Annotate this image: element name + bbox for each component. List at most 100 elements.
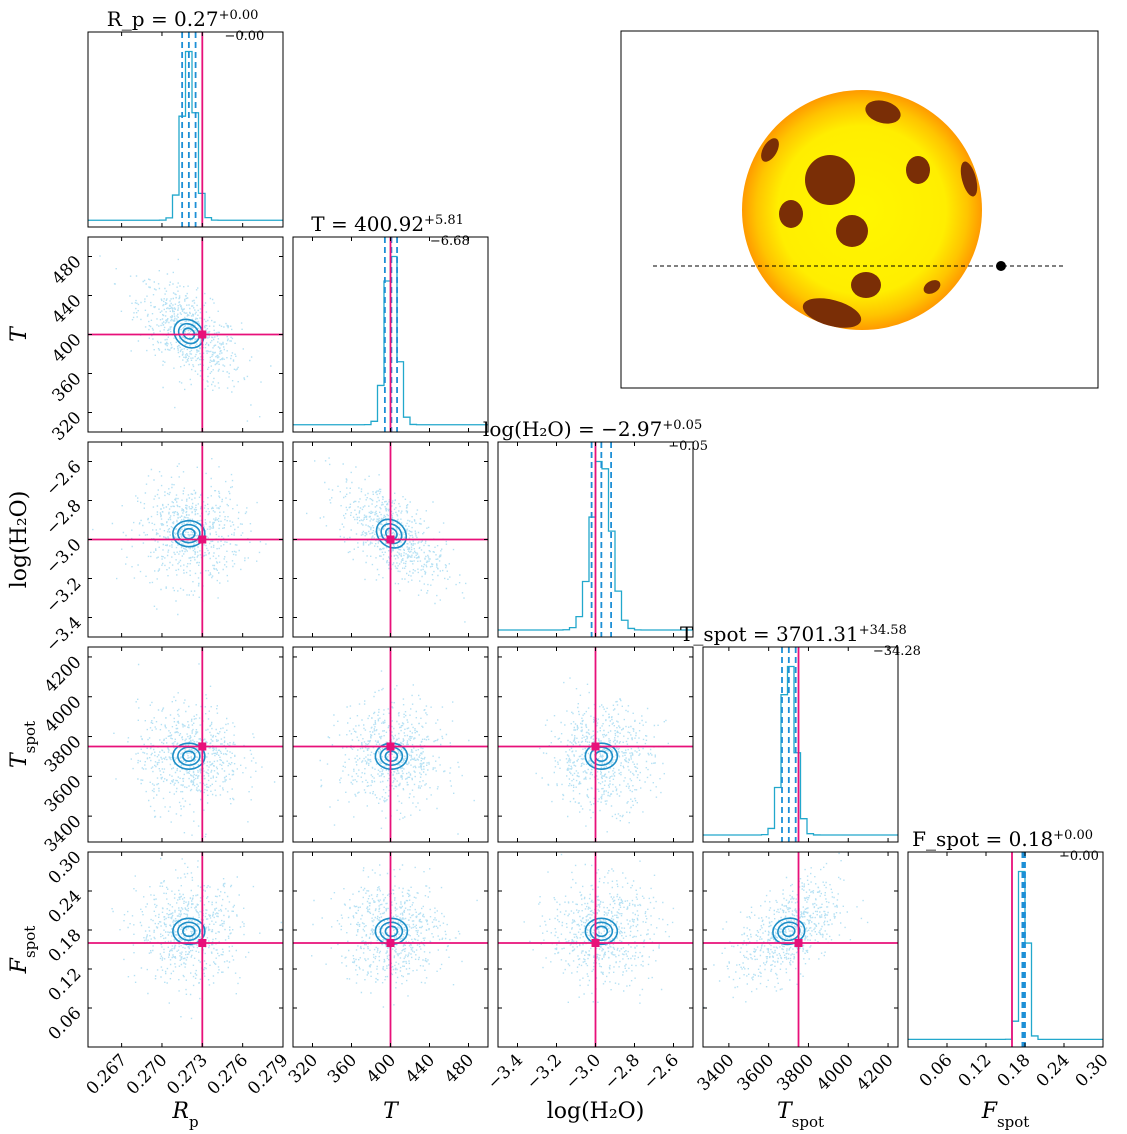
contour-Rp-logH2O-2	[182, 527, 196, 540]
x-tick-label-Tspot: 4200	[853, 1050, 898, 1095]
truth-marker-logH2O-Tspot	[591, 742, 600, 751]
x-tick-label-T: 320	[285, 1050, 322, 1087]
truth-marker-logH2O-Fspot	[591, 939, 600, 947]
x-tick-label-Tspot: 3600	[733, 1050, 778, 1095]
panel-Tspot-logH2O	[497, 646, 694, 843]
contour-Rp-T-0	[173, 318, 205, 349]
y-tick-label-Fspot: 0.30	[45, 847, 86, 888]
x-tick-label-logH2O: −3.0	[562, 1050, 605, 1093]
samples-logH2O-Tspot	[535, 677, 669, 833]
star-spot-2	[906, 156, 930, 184]
x-tick-label-T: 440	[402, 1050, 439, 1087]
x-axis-label-Tspot: Tspot	[777, 1099, 824, 1131]
panel-Tspot-T	[292, 646, 489, 843]
truth-marker-Rp-Tspot	[198, 742, 207, 751]
panel-frame	[87, 31, 284, 228]
x-tick-label-Rp: 0.270	[123, 1050, 172, 1099]
contour-Tspot-Fspot-0	[772, 917, 806, 946]
contour-logH2O-Fspot-0	[584, 917, 619, 946]
x-tick-label-Rp: 0.267	[83, 1050, 132, 1099]
x-tick-label-Fspot: 0.30	[1072, 1050, 1113, 1091]
truth-marker-Tspot-Fspot	[794, 939, 803, 947]
title-logH2O: log(H₂O) = −2.97+0.05 −0.05	[483, 417, 708, 454]
panel-Fspot-Rp: 0.2670.2700.2730.2760.2790.060.120.180.2…	[45, 847, 293, 1099]
truth-marker-T-logH2O	[386, 535, 395, 544]
y-tick-label-logH2O: −3.4	[42, 613, 85, 656]
y-tick-label-Fspot: 0.06	[45, 1003, 86, 1044]
panel-frame	[87, 851, 284, 1048]
contour-Rp-T-1	[177, 322, 200, 345]
y-tick-label-logH2O: −3.2	[42, 574, 85, 617]
star-spot-inset	[620, 30, 1099, 389]
x-tick-label-Rp: 0.276	[204, 1050, 253, 1099]
truth-marker-Rp-T	[198, 330, 207, 339]
contour-Rp-logH2O-1	[177, 523, 201, 544]
x-tick-label-Tspot: 3400	[694, 1050, 739, 1095]
title-T: T = 400.92+5.81 −6.68	[311, 212, 469, 249]
y-axis-label-T: T	[7, 325, 32, 342]
star-spot-0	[865, 100, 901, 124]
star-spot-4	[761, 138, 779, 162]
y-tick-label-Tspot: 3400	[41, 812, 86, 857]
contour-logH2O-Tspot-0	[584, 742, 619, 770]
title-Tspot: T_spot = 3701.31+34.58 −34.28	[680, 622, 921, 659]
panel-logH2O-logH2O: log(H₂O) = −2.97+0.05 −0.05	[483, 417, 708, 638]
contour-Rp-Tspot-0	[172, 742, 206, 770]
star-disk	[742, 90, 982, 330]
panel-Tspot-Tspot: T_spot = 3701.31+34.58 −34.28	[680, 622, 921, 843]
x-tick-label-T: 480	[441, 1050, 478, 1087]
x-tick-label-logH2O: −3.2	[523, 1050, 566, 1093]
planet-dot	[996, 261, 1006, 271]
samples-T-Tspot	[319, 670, 475, 835]
contour-Rp-Fspot-0	[172, 917, 206, 946]
x-tick-label-Tspot: 3800	[773, 1050, 818, 1095]
panel-frame	[87, 646, 284, 843]
x-axis-label-Rp: Rp	[171, 1099, 198, 1131]
contour-T-logH2O-0	[375, 518, 408, 549]
x-tick-label-logH2O: −2.6	[640, 1050, 683, 1093]
star-spot-3	[836, 215, 868, 247]
x-tick-label-Fspot: 0.12	[955, 1050, 996, 1091]
y-tick-label-logH2O: −2.6	[42, 457, 85, 500]
samples-Rp-T	[99, 255, 272, 422]
y-tick-label-logH2O: −2.8	[42, 496, 85, 539]
y-tick-label-Fspot: 0.12	[45, 964, 86, 1005]
histogram-logH2O	[498, 460, 693, 631]
y-axis-label-Fspot: Fspot	[7, 926, 39, 975]
y-tick-label-T: 400	[48, 330, 85, 367]
x-axis-label-logH2O: log(H₂O)	[547, 1099, 645, 1124]
star-spot-5	[960, 161, 978, 197]
contour-Rp-T-2	[182, 327, 196, 340]
x-tick-label-Fspot: 0.06	[916, 1050, 957, 1091]
x-tick-label-T: 400	[363, 1050, 400, 1087]
truth-marker-Rp-Fspot	[198, 939, 207, 947]
contour-Rp-Fspot-2	[182, 925, 196, 938]
contour-Tspot-Fspot-1	[777, 921, 801, 942]
y-axis-label-Tspot: Tspot	[7, 721, 39, 768]
contour-Rp-Tspot-2	[182, 750, 196, 762]
y-tick-label-Tspot: 4200	[41, 652, 86, 697]
panel-T-T: T = 400.92+5.81 −6.68	[292, 212, 489, 433]
y-tick-label-T: 320	[48, 408, 85, 445]
contour-Rp-logH2O-0	[172, 519, 206, 548]
star-spot-8	[923, 280, 941, 294]
histogram-Fspot	[908, 870, 1103, 1041]
contour-logH2O-Fspot-1	[589, 921, 614, 942]
star-spot-6	[779, 200, 803, 228]
y-tick-label-T: 480	[48, 252, 85, 289]
samples-Tspot-Fspot	[703, 852, 869, 1009]
y-tick-label-logH2O: −3.0	[42, 535, 85, 578]
panel-Fspot-T: 320 360 400 440 480	[285, 851, 489, 1087]
panel-Fspot-Fspot: F_spot = 0.18+0.00 −0.00 0.060.120.180.240…	[907, 827, 1113, 1091]
y-tick-label-Tspot: 3800	[41, 732, 86, 777]
x-axis-label-Fspot: Fspot	[981, 1099, 1030, 1131]
x-tick-label-Rp: 0.273	[163, 1050, 212, 1099]
truth-marker-T-Tspot	[386, 742, 395, 751]
y-axis-label-logH2O: log(H₂O)	[7, 491, 32, 589]
panel-frame	[702, 851, 899, 1048]
histogram-Rp	[88, 50, 283, 221]
